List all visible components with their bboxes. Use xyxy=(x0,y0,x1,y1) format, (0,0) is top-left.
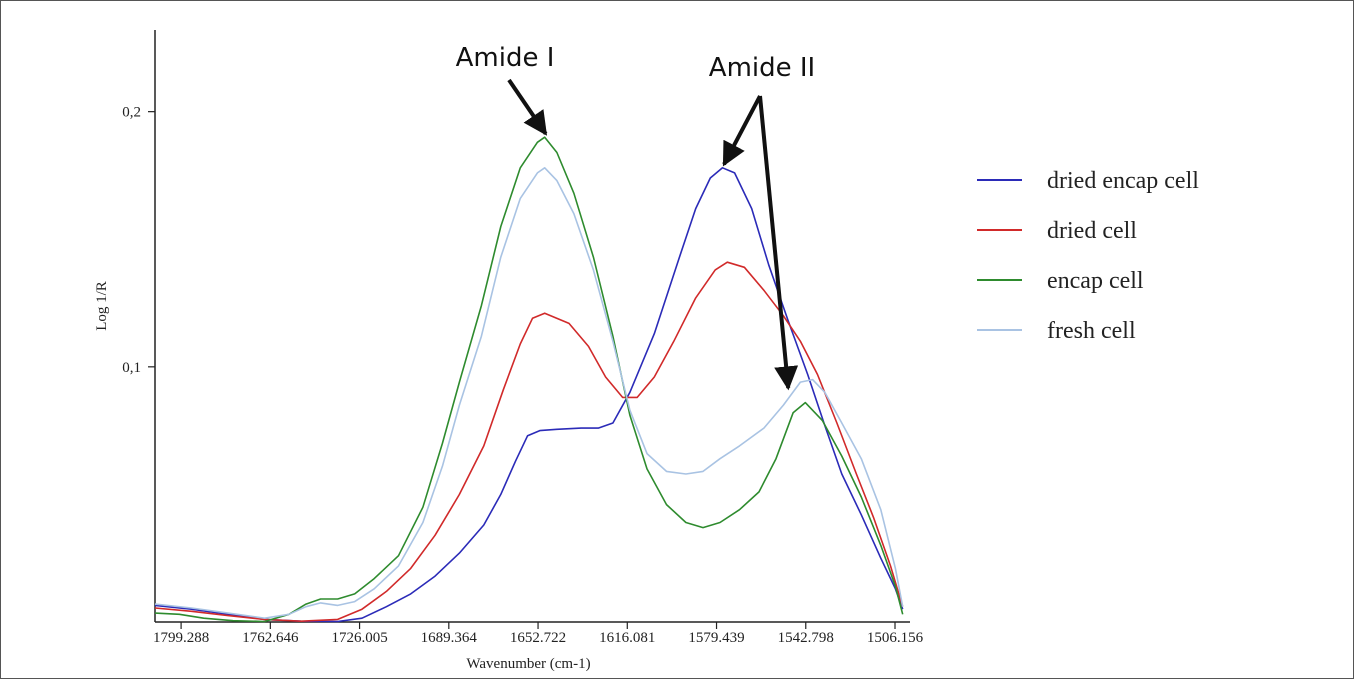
arrow-amide-ii-1 xyxy=(722,95,762,167)
series-line-2 xyxy=(154,261,904,622)
x-tick-label: 1762.646 xyxy=(242,630,299,646)
legend: dried encap cell dried cell encap cell fres… xyxy=(977,168,1199,344)
x-tick-label: 1616.081 xyxy=(599,630,655,646)
arrow-amide-ii-2 xyxy=(758,95,799,391)
y-tick-label: 0,1 xyxy=(122,360,141,376)
x-tick-label: 1799.288 xyxy=(153,630,209,646)
y-ticks: 0,1 0,2 xyxy=(122,105,155,376)
annotation-amide-ii: Amide II xyxy=(709,53,815,83)
series-line-1 xyxy=(154,167,904,623)
legend-label: encap cell xyxy=(1047,268,1144,294)
x-tick-label: 1506.156 xyxy=(867,630,924,646)
x-tick-label: 1542.798 xyxy=(778,630,834,646)
x-tick-label: 1579.439 xyxy=(688,630,744,646)
x-axis-title: Wavenumber (cm-1) xyxy=(466,656,590,672)
legend-label: dried cell xyxy=(1047,218,1137,244)
axes xyxy=(154,30,910,623)
annotation-amide-i: Amide I xyxy=(456,43,555,73)
legend-label: dried encap cell xyxy=(1047,168,1199,194)
y-axis-title: Log 1/R xyxy=(94,281,110,331)
series-line-3 xyxy=(154,136,904,623)
x-ticks: 1799.288 1762.646 1726.005 1689.364 1652.722… xyxy=(153,622,924,646)
legend-label: fresh cell xyxy=(1047,318,1136,344)
x-tick-label: 1652.722 xyxy=(510,630,566,646)
series-line-4 xyxy=(154,167,904,619)
series-lines xyxy=(154,136,904,623)
x-tick-label: 1726.005 xyxy=(331,630,387,646)
arrow-amide-i xyxy=(507,78,548,136)
x-tick-label: 1689.364 xyxy=(421,630,478,646)
annotations: Amide I Amide II xyxy=(456,43,815,391)
y-tick-label: 0,2 xyxy=(122,105,141,121)
